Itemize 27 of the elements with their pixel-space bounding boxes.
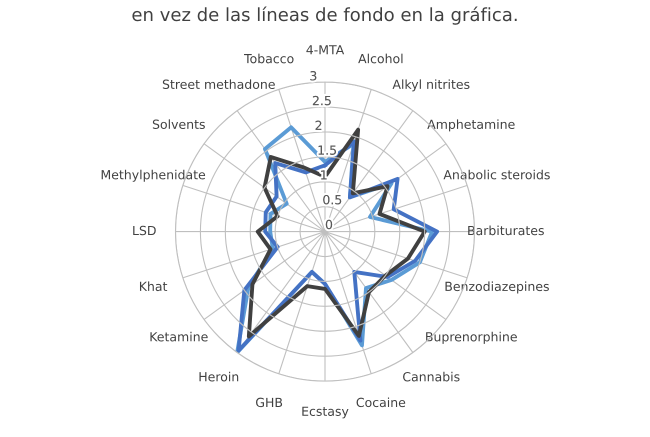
spoke-label: Cocaine [356, 397, 406, 408]
spoke-label: Khat [140, 281, 168, 292]
y-tick-label: 2.5 [312, 96, 331, 106]
spoke-label: GHB [256, 398, 282, 408]
spoke-label: Solvents [152, 119, 205, 129]
spoke-label: Ecstasy [302, 406, 349, 418]
y-tick-label: 2 [316, 120, 322, 130]
y-tick-label: 0.5 [323, 194, 342, 204]
spoke-label: Barbiturates [468, 226, 544, 236]
spoke-label: Benzodiazepines [446, 281, 549, 294]
y-tick-label: 3 [310, 71, 316, 81]
spoke-label: Street methadone [162, 79, 275, 90]
spoke-label: Alcohol [358, 54, 402, 64]
y-tick-label: 0 [326, 220, 332, 230]
spoke-label: Amphetamine [427, 119, 515, 132]
spoke-label: Anabolic steroids [443, 170, 550, 180]
spoke-label: Alkyl nitrites [392, 79, 470, 92]
y-tick-label: 1.5 [318, 146, 336, 155]
spoke-label: Tobacco [244, 54, 294, 64]
spoke-label: Heroin [199, 372, 238, 382]
spoke-label: 4-MTA [306, 45, 344, 54]
spoke-label: Cannabis [403, 372, 460, 382]
text: en vez de las líneas de fondo en la gráfica. [132, 6, 517, 25]
spoke-label: LSD [133, 226, 156, 236]
spoke-label: Buprenorphine [426, 332, 517, 344]
spoke-label: Methylphenidate [102, 170, 206, 182]
spoke-label: Ketamine [150, 332, 208, 342]
